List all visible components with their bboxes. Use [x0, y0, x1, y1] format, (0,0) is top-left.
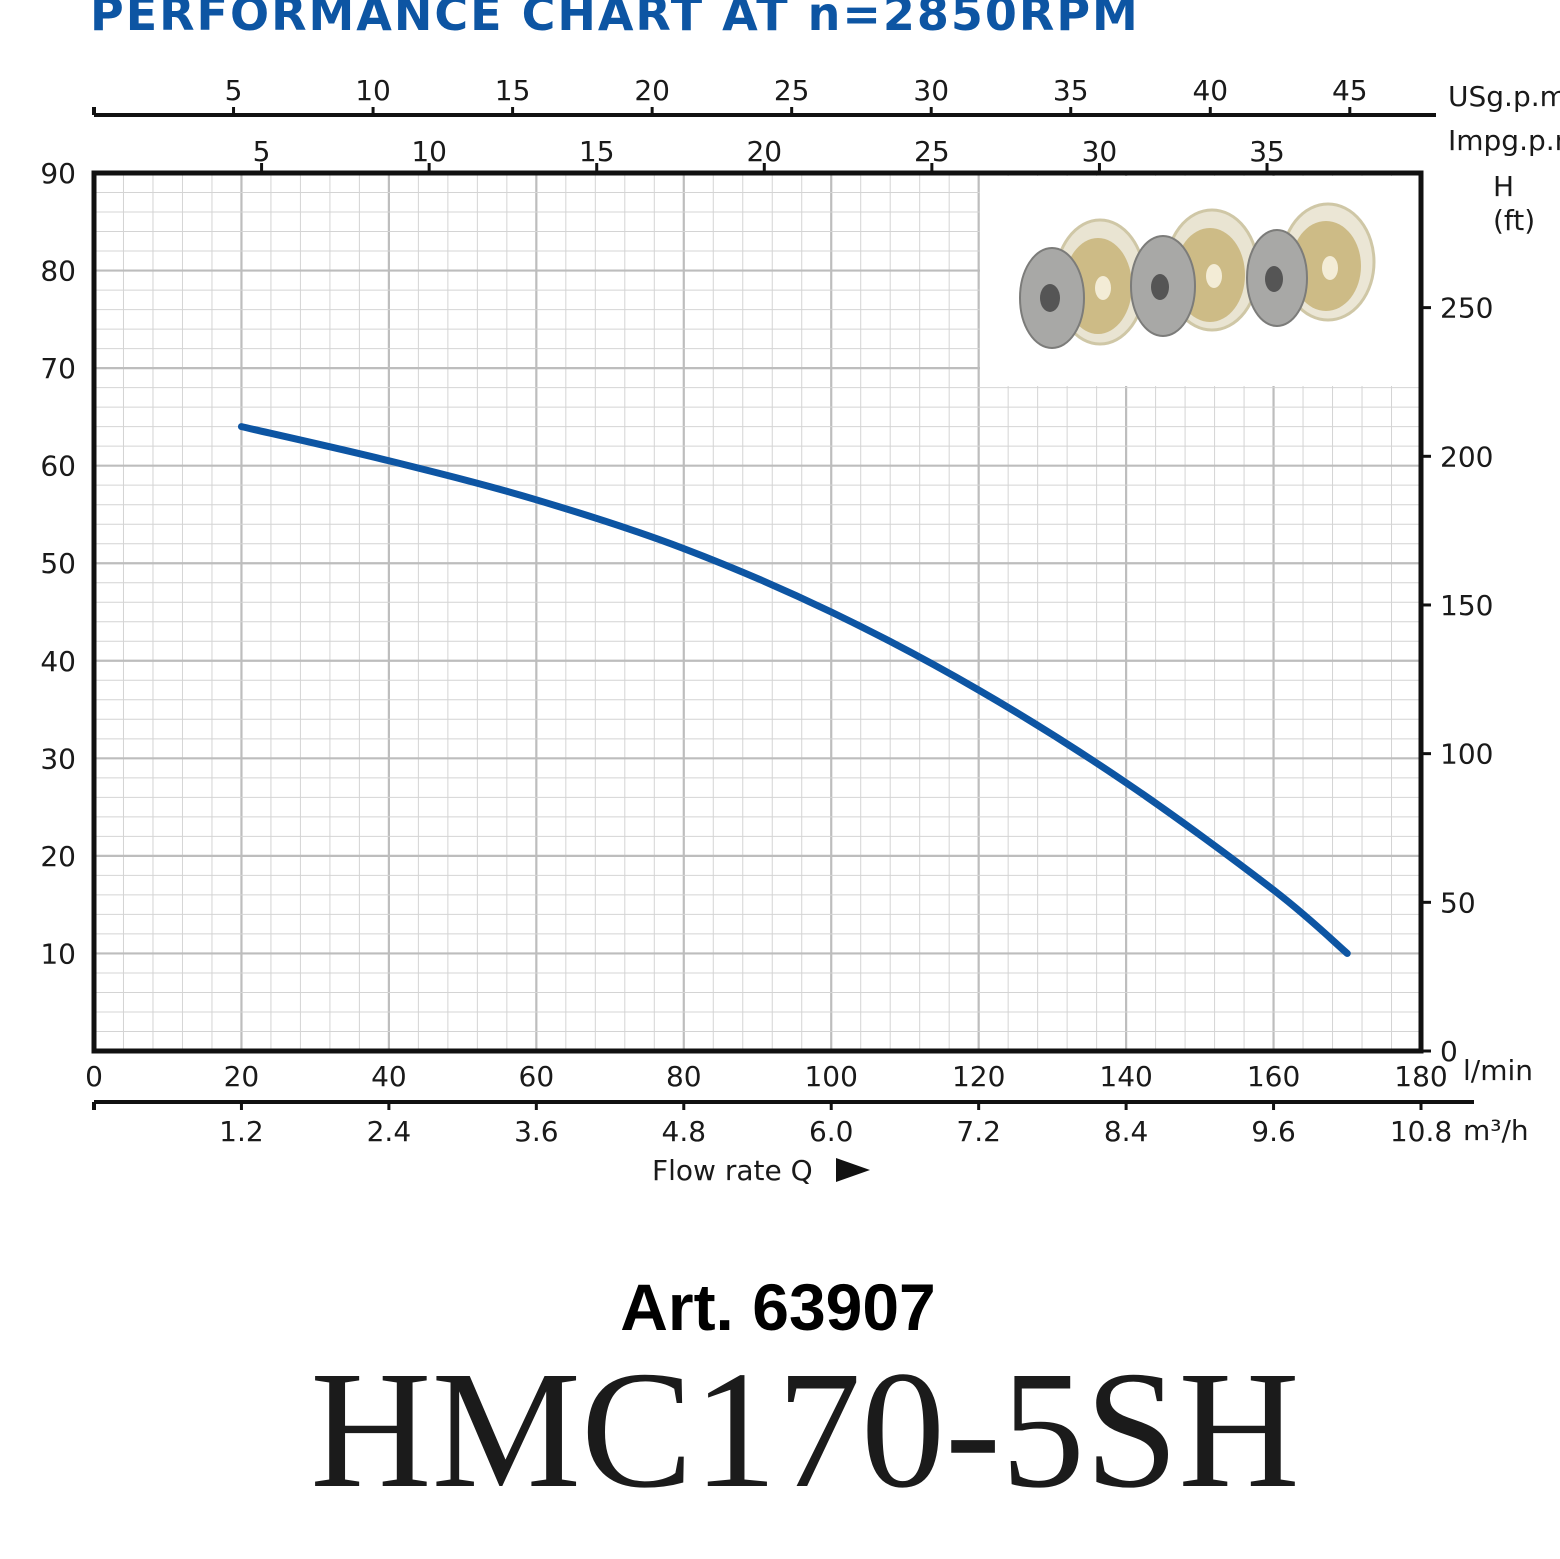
- usgpm-tick-label: 30: [913, 74, 949, 107]
- m3h-tick-label: 7.2: [956, 1115, 1001, 1148]
- impeller-stack-image: [980, 176, 1420, 386]
- right-unit-ft: (ft): [1493, 204, 1535, 237]
- performance-curve: [237, 423, 1351, 957]
- x-axis-arrow-icon: [836, 1158, 870, 1182]
- usgpm-tick-label: 10: [355, 74, 391, 107]
- right-unit-h: H: [1493, 170, 1514, 203]
- impgpm-tick-label: 5: [253, 135, 271, 168]
- plot-frame: [91, 170, 1424, 1054]
- usgpm-tick-label: 20: [634, 74, 670, 107]
- impeller-1: [1019, 218, 1147, 349]
- x-tick-label: 180: [1394, 1060, 1447, 1093]
- x-tick-label: 140: [1099, 1060, 1152, 1093]
- m3h-tick-label: 2.4: [367, 1115, 412, 1148]
- impgpm-tick-label: 25: [914, 135, 950, 168]
- x-tick-label: 60: [519, 1060, 555, 1093]
- x-axis-label: Flow rate Q: [652, 1154, 813, 1187]
- y-tick-label: 40: [40, 645, 76, 678]
- y-tick-label: 10: [40, 937, 76, 970]
- feet-tick-label: 150: [1440, 589, 1493, 622]
- usgpm-tick-label: 15: [495, 74, 531, 107]
- usgpm-tick-label: 45: [1332, 74, 1368, 107]
- y-tick-label: 60: [40, 450, 76, 483]
- impeller-3: [1246, 202, 1376, 327]
- usgpm-tick-label: 40: [1192, 74, 1228, 107]
- impgpm-tick-label: 30: [1082, 135, 1118, 168]
- impeller-2: [1130, 208, 1260, 337]
- feet-tick-label: 100: [1440, 738, 1493, 771]
- m3h-tick-label: 9.6: [1251, 1115, 1296, 1148]
- feet-tick-label: 250: [1440, 292, 1493, 325]
- x-tick-label: 20: [224, 1060, 260, 1093]
- article-number: Art. 63907: [620, 1270, 936, 1344]
- m3h-tick-label: 8.4: [1104, 1115, 1149, 1148]
- usgpm-tick-label: 35: [1053, 74, 1089, 107]
- feet-tick-label: 200: [1440, 440, 1493, 473]
- x-tick-label: 100: [804, 1060, 857, 1093]
- y-tick-label: 90: [40, 157, 76, 190]
- chart-title: PERFORMANCE CHART AT n=2850RPM: [90, 0, 1140, 41]
- impgpm-tick-label: 15: [579, 135, 615, 168]
- m3h-tick-label: 3.6: [514, 1115, 559, 1148]
- x-tick-label: 40: [371, 1060, 407, 1093]
- model-name: HMC170-5SH: [310, 1337, 1299, 1523]
- top-unit-impgpm: Impg.p.m: [1448, 124, 1560, 157]
- y-tick-label: 50: [40, 547, 76, 580]
- usgpm-tick-label: 25: [774, 74, 810, 107]
- x-tick-label: 80: [666, 1060, 702, 1093]
- y-tick-label: 70: [40, 352, 76, 385]
- x-tick-label: 120: [952, 1060, 1005, 1093]
- feet-tick-label: 50: [1440, 886, 1476, 919]
- top-unit-usgpm: USg.p.m: [1448, 80, 1560, 113]
- m3h-tick-label: 1.2: [219, 1115, 264, 1148]
- impgpm-tick-label: 20: [746, 135, 782, 168]
- feet-tick-label: 0: [1440, 1035, 1458, 1068]
- impgpm-tick-label: 10: [411, 135, 447, 168]
- y-tick-label: 80: [40, 255, 76, 288]
- x-unit-lmin: l/min: [1463, 1054, 1533, 1087]
- m3h-tick-label: 4.8: [662, 1115, 707, 1148]
- x-unit-m3h: m³/h: [1463, 1114, 1529, 1147]
- impgpm-tick-label: 35: [1249, 135, 1285, 168]
- m3h-tick-label: 6.0: [809, 1115, 854, 1148]
- usgpm-tick-label: 5: [225, 74, 243, 107]
- y-tick-label: 20: [40, 840, 76, 873]
- m3h-tick-label: 10.8: [1390, 1115, 1452, 1148]
- x-tick-label: 160: [1247, 1060, 1300, 1093]
- x-tick-label: 0: [85, 1060, 103, 1093]
- y-tick-label: 30: [40, 742, 76, 775]
